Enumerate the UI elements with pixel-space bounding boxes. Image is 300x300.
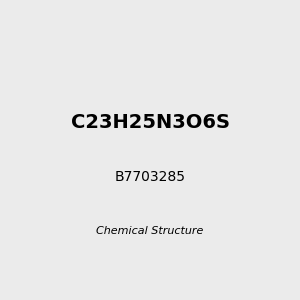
Text: B7703285: B7703285 — [115, 170, 185, 184]
Text: Chemical Structure: Chemical Structure — [96, 226, 204, 236]
Text: C23H25N3O6S: C23H25N3O6S — [70, 113, 230, 133]
